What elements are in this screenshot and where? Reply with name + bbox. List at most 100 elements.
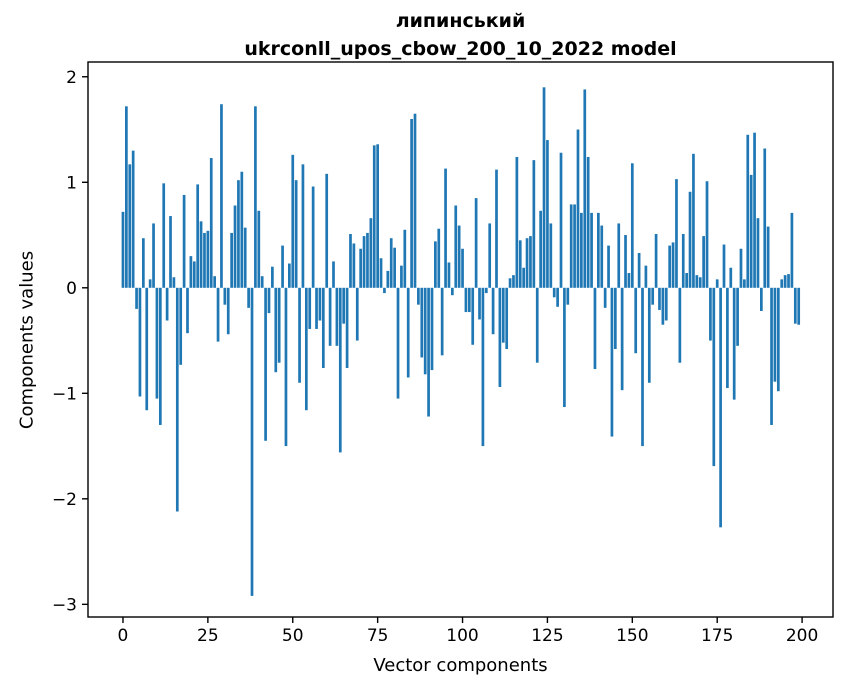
x-tick-label: 100 [446, 626, 478, 646]
bar [362, 236, 366, 288]
bar [484, 287, 488, 294]
bar [702, 236, 705, 288]
bar [705, 181, 709, 288]
bar [736, 287, 739, 346]
bar [478, 287, 481, 320]
plot-frame [87, 61, 834, 618]
bar [532, 160, 536, 288]
bar [512, 275, 515, 288]
bar [671, 242, 675, 288]
bar [179, 287, 183, 365]
bar [301, 164, 305, 288]
bar [355, 287, 359, 341]
bar [383, 287, 386, 294]
bar [162, 183, 166, 288]
bar [135, 287, 138, 309]
bar [169, 216, 172, 288]
bar [753, 132, 756, 288]
bar [763, 148, 767, 288]
bar [552, 287, 556, 298]
bar [515, 156, 519, 288]
chart-title-model: ukrconll_upos_cbow_200_10_2022 model [244, 37, 677, 60]
bar [569, 204, 573, 288]
chart-title: липинський ukrconll_upos_cbow_200_10_202… [88, 8, 833, 63]
bar [563, 287, 566, 408]
bar [549, 223, 553, 288]
bar [766, 226, 770, 288]
bar [542, 87, 546, 288]
bar [148, 279, 152, 288]
bar [461, 248, 464, 288]
bar [237, 180, 240, 288]
bar [240, 171, 244, 288]
bar [226, 287, 230, 335]
bar [518, 240, 522, 288]
bar [213, 276, 217, 288]
bar [216, 287, 220, 342]
bar [325, 173, 329, 288]
bar [675, 179, 678, 288]
bar [142, 238, 145, 288]
bar [352, 243, 356, 288]
bar [780, 279, 784, 288]
bar [345, 287, 349, 368]
bar [318, 287, 322, 321]
bar [613, 287, 617, 349]
bar [627, 273, 631, 288]
bar [583, 89, 587, 288]
bar [773, 287, 777, 382]
bar [641, 287, 644, 447]
bar [576, 129, 580, 288]
bar [233, 205, 237, 288]
bar [406, 287, 410, 378]
bar [230, 232, 233, 288]
bar [338, 287, 342, 453]
bar [488, 223, 492, 288]
bar [620, 287, 624, 391]
bar [539, 210, 542, 288]
bar [556, 287, 559, 307]
bar [400, 265, 403, 288]
bar [481, 287, 485, 447]
bar [206, 230, 210, 288]
bar [597, 212, 600, 288]
bar [335, 287, 339, 346]
bar [267, 287, 271, 314]
bar [600, 225, 604, 288]
bar [715, 279, 719, 288]
bar [685, 273, 688, 288]
bar [624, 235, 627, 288]
bar [220, 104, 223, 288]
bar [349, 233, 352, 288]
bar [321, 287, 325, 368]
bar [678, 287, 682, 363]
bar [138, 287, 142, 397]
bar [260, 276, 264, 288]
bar [209, 158, 213, 288]
bar [271, 266, 274, 288]
bar [332, 261, 335, 288]
bar [359, 248, 363, 288]
bar [644, 265, 648, 288]
bar [719, 287, 722, 528]
bar [165, 287, 169, 321]
bar [315, 287, 318, 329]
bar [709, 287, 712, 341]
bar [125, 106, 128, 288]
bar [467, 287, 471, 313]
bar [566, 287, 570, 305]
bar [474, 198, 478, 288]
bar [403, 229, 407, 288]
bar [203, 232, 206, 288]
bar [580, 212, 583, 288]
bar [454, 205, 458, 288]
y-tick-label: −3 [52, 595, 77, 615]
bar [573, 204, 576, 288]
bar [250, 287, 254, 596]
bar [121, 211, 125, 288]
bar [647, 287, 651, 383]
bar [189, 256, 193, 288]
bar [420, 287, 424, 358]
bar [284, 287, 288, 447]
bar [535, 287, 539, 363]
